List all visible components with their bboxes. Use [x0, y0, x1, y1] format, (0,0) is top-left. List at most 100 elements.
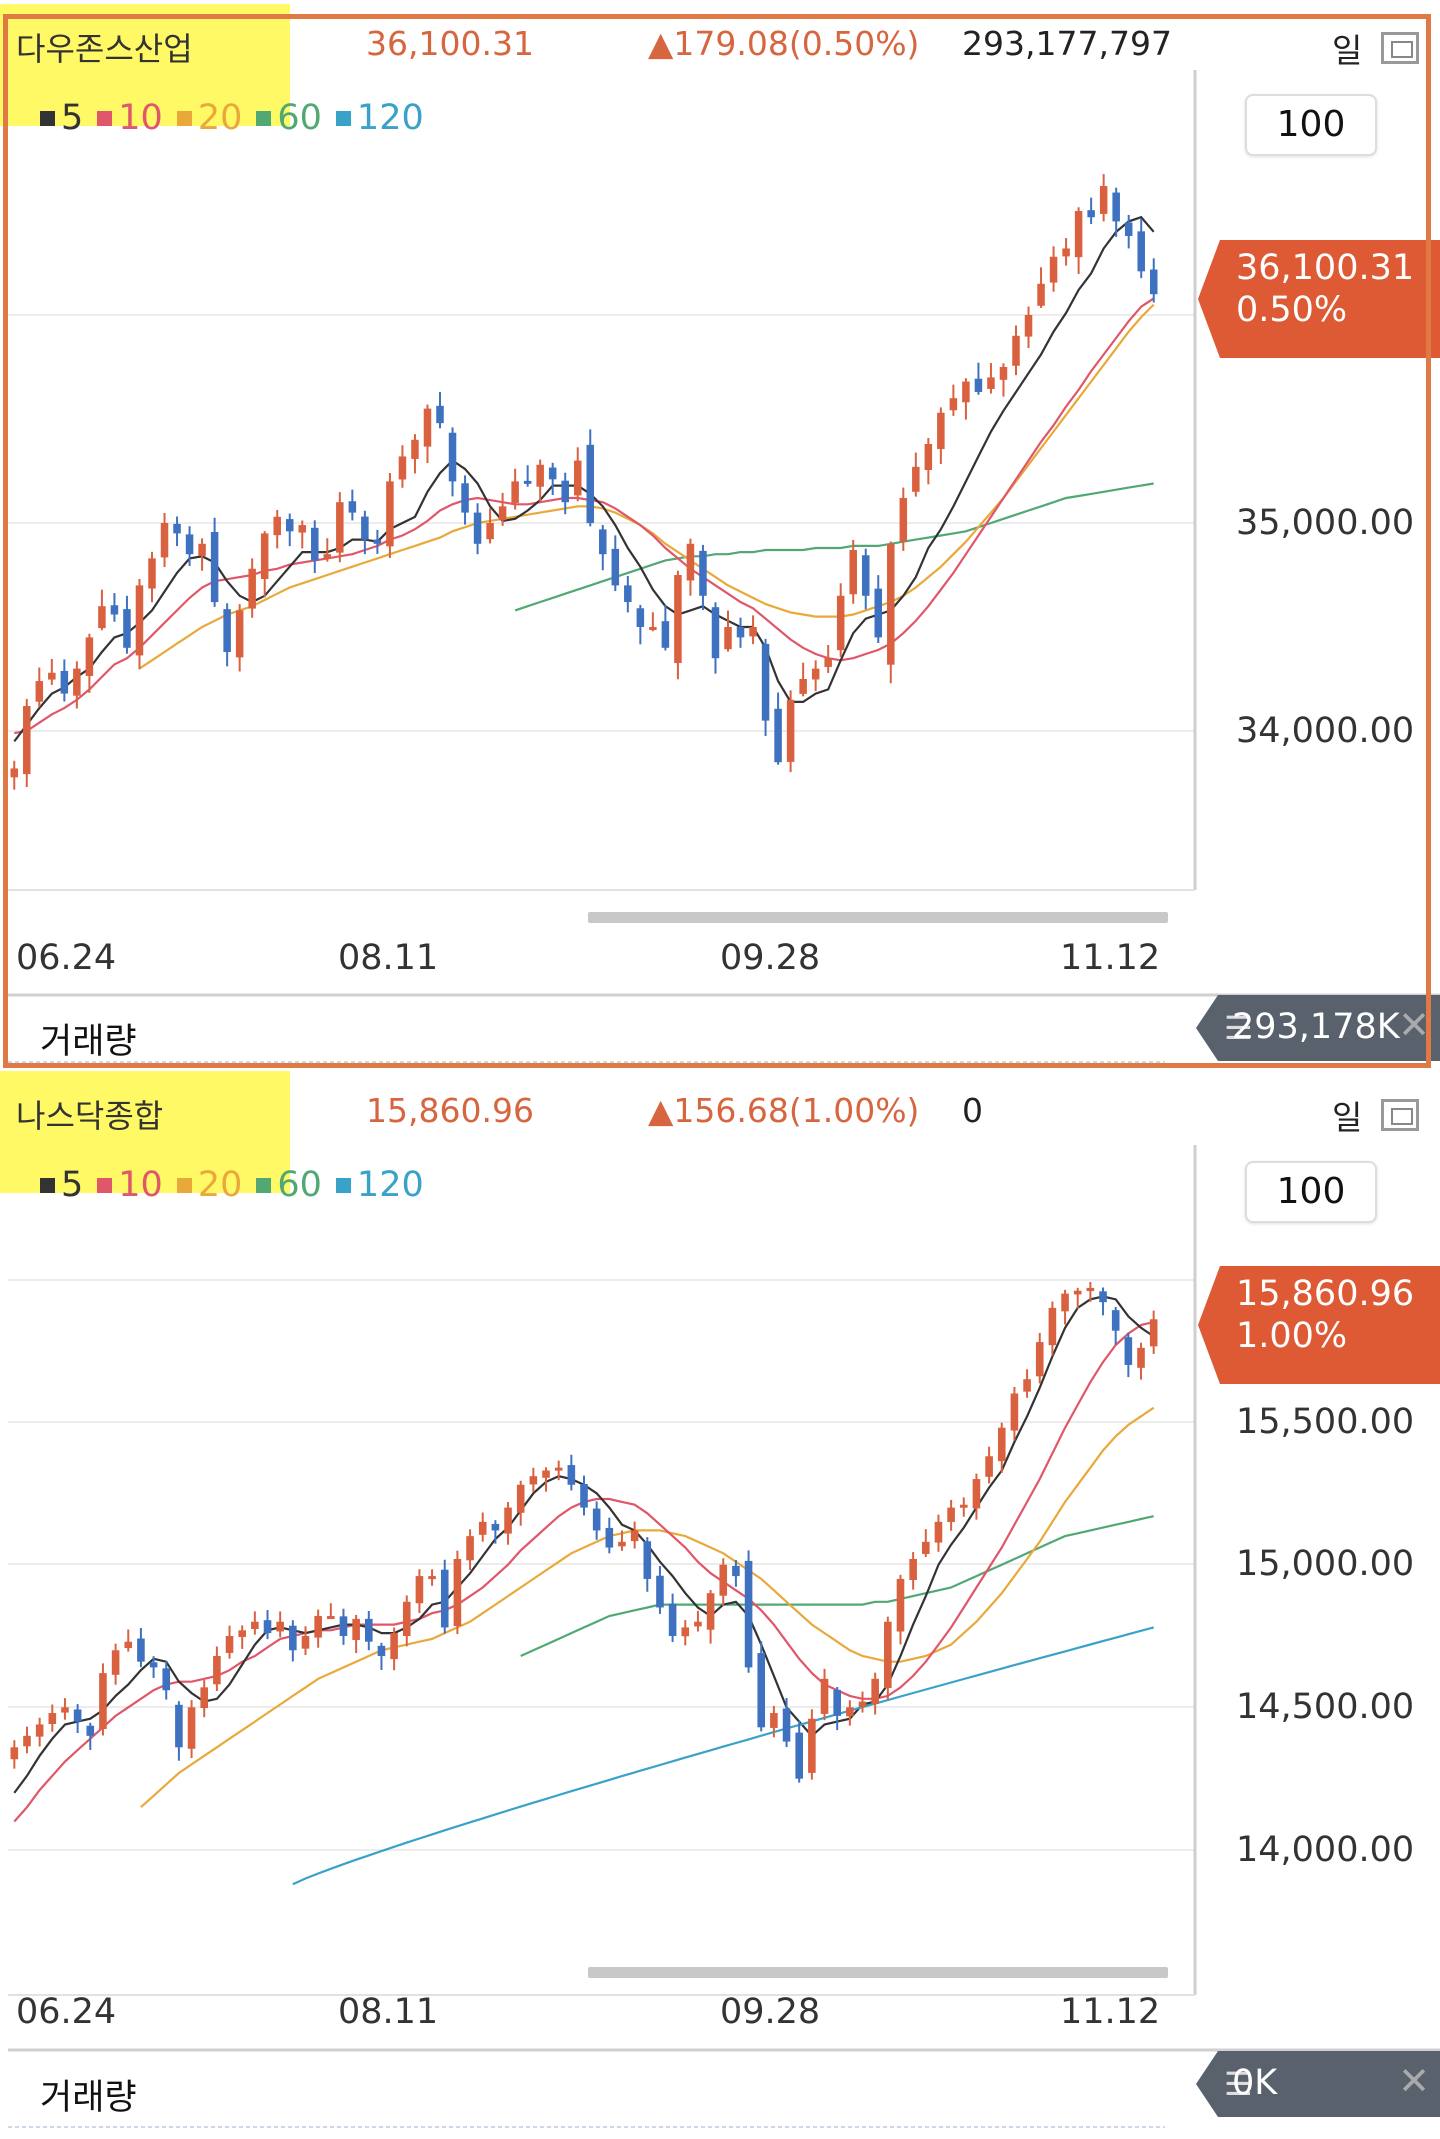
candle [98, 589, 106, 631]
candle [592, 1501, 601, 1540]
candle-body [1111, 1310, 1120, 1331]
candle [580, 1475, 588, 1516]
close-icon[interactable]: ✕ [1398, 2059, 1430, 2103]
legend-swatch [256, 110, 272, 126]
ma60-line [520, 1515, 1154, 1658]
candle [871, 1672, 879, 1715]
candle-body [636, 608, 645, 627]
candle-count-button[interactable]: 100 [1245, 1161, 1377, 1223]
candle-body [516, 1484, 525, 1513]
candle-body [260, 533, 269, 580]
candle-body [732, 1565, 740, 1577]
candle [124, 1629, 133, 1652]
candle-body [213, 1655, 221, 1685]
candlestick-chart-dow[interactable] [0, 0, 1440, 1075]
candle-body [871, 1678, 879, 1704]
candle-body [997, 1427, 1006, 1462]
badge-price: 36,100.31 [1236, 248, 1415, 288]
candle-body [536, 464, 544, 487]
candle [736, 617, 745, 648]
candle [289, 1620, 297, 1662]
candle-body [86, 1725, 95, 1736]
candle-body [523, 480, 532, 484]
candle [719, 1558, 728, 1606]
candle [1149, 1310, 1158, 1354]
expand-icon[interactable] [1381, 32, 1419, 64]
candle-body [736, 627, 745, 638]
candle [361, 510, 369, 555]
chart-panel-dow: 다우존스산업 36,100.31 ▲179.08(0.50%) 293,177,… [0, 0, 1440, 1075]
close-icon[interactable]: ✕ [1398, 1003, 1430, 1047]
candle-body [323, 554, 332, 559]
candle-body [361, 516, 369, 540]
volume-pane-label[interactable]: 거래량 [40, 1022, 137, 1062]
legend-ma120: 120 [335, 1165, 424, 1205]
candle [732, 1559, 740, 1587]
candle-body [386, 481, 394, 547]
candle [561, 472, 569, 515]
x-tick-label: 06.24 [16, 1992, 117, 2032]
candle [440, 1559, 449, 1634]
expand-icon[interactable] [1381, 1099, 1419, 1131]
candle-body [599, 529, 607, 555]
candle-body [60, 670, 69, 694]
candle-body [411, 439, 419, 459]
candle-body [10, 1747, 19, 1760]
candle-body [48, 672, 56, 680]
candle-body [1099, 186, 1108, 214]
candle-body [149, 1662, 158, 1668]
candle-body [10, 768, 19, 778]
period-selector[interactable]: 일 [1332, 1098, 1363, 1137]
candle [1035, 1332, 1044, 1384]
candle-body [1099, 1291, 1107, 1303]
price-badge: 15,860.96 1.00% [1198, 1266, 1440, 1384]
candle [846, 1700, 854, 1726]
candle [1061, 1289, 1069, 1325]
candle [1074, 207, 1083, 275]
candle [428, 1569, 436, 1586]
candle-body [285, 519, 294, 532]
chart-panel-nasdaq: 나스닥종합 15,860.96 ▲156.68(1.00%) 0 일 5 10 … [0, 1071, 1440, 2139]
candle-body [377, 1645, 386, 1656]
candle [223, 603, 231, 667]
candle-body [592, 1508, 601, 1531]
candle-body [770, 1713, 778, 1728]
candle-body [573, 460, 582, 496]
y-tick-label: 14,000.00 [1236, 1830, 1415, 1870]
legend-ma10: 10 [97, 98, 163, 138]
candle-body [833, 1689, 841, 1716]
candle-body [937, 412, 945, 450]
candle-body [686, 543, 695, 581]
candle-body [1048, 1307, 1057, 1346]
candle-count-button[interactable]: 100 [1245, 94, 1377, 156]
candlestick-chart-nasdaq[interactable] [0, 1075, 1440, 2139]
candle [656, 1566, 664, 1614]
candle-body [352, 1618, 360, 1641]
scrollbar[interactable] [588, 912, 1168, 923]
x-tick-label: 09.28 [720, 1992, 821, 2032]
candle-body [198, 543, 206, 556]
legend-swatch [176, 110, 192, 126]
candle-body [618, 1541, 626, 1547]
period-selector[interactable]: 일 [1332, 31, 1363, 70]
scrollbar[interactable] [588, 1967, 1168, 1978]
candle-body [23, 706, 31, 775]
price-change: ▲179.08(0.50%) [648, 24, 920, 63]
candle [511, 468, 519, 510]
volume-pane-label[interactable]: 거래량 [40, 2078, 137, 2118]
candle-body [1112, 192, 1120, 222]
candle-body [959, 1504, 968, 1508]
legend-ma20: 20 [176, 98, 242, 138]
candle [461, 475, 469, 525]
candle [542, 1467, 550, 1492]
candle [774, 692, 782, 765]
index-name[interactable]: 다우존스산업 [16, 30, 193, 68]
index-name[interactable]: 나스닥종합 [16, 1097, 164, 1135]
candle-body [185, 534, 194, 555]
candle-body [836, 595, 845, 651]
candle-body [567, 1465, 576, 1485]
candle [10, 760, 19, 790]
candle [187, 1700, 196, 1759]
candle-body [694, 1621, 702, 1627]
candle [649, 612, 657, 632]
